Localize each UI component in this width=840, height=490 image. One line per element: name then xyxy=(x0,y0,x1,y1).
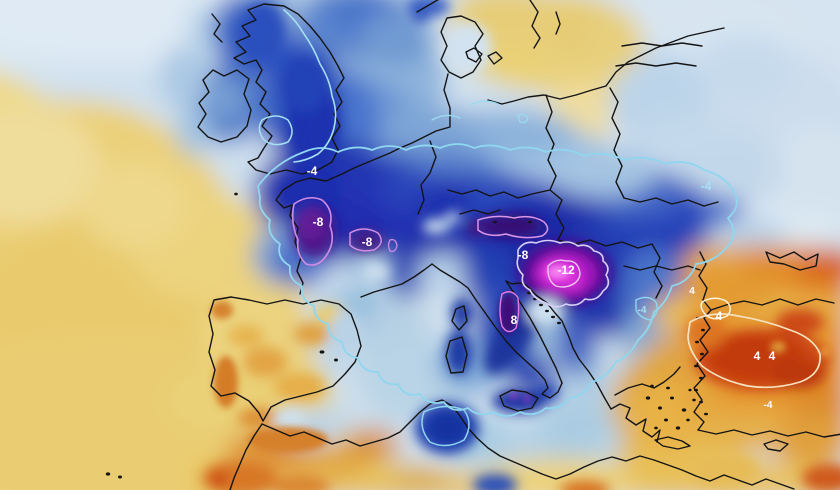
svg-text:8: 8 xyxy=(511,313,518,327)
svg-text:-12: -12 xyxy=(557,263,575,277)
svg-text:4: 4 xyxy=(769,349,776,363)
svg-text:-4: -4 xyxy=(764,400,773,411)
svg-text:-4: -4 xyxy=(638,305,647,316)
svg-text:-8: -8 xyxy=(518,248,529,262)
svg-text:-4: -4 xyxy=(307,164,318,178)
svg-text:4: 4 xyxy=(754,349,761,363)
svg-text:-8: -8 xyxy=(362,235,373,249)
svg-text:4: 4 xyxy=(689,286,695,297)
svg-text:4: 4 xyxy=(716,309,723,323)
svg-text:-4: -4 xyxy=(701,179,712,193)
svg-text:-8: -8 xyxy=(313,215,324,229)
